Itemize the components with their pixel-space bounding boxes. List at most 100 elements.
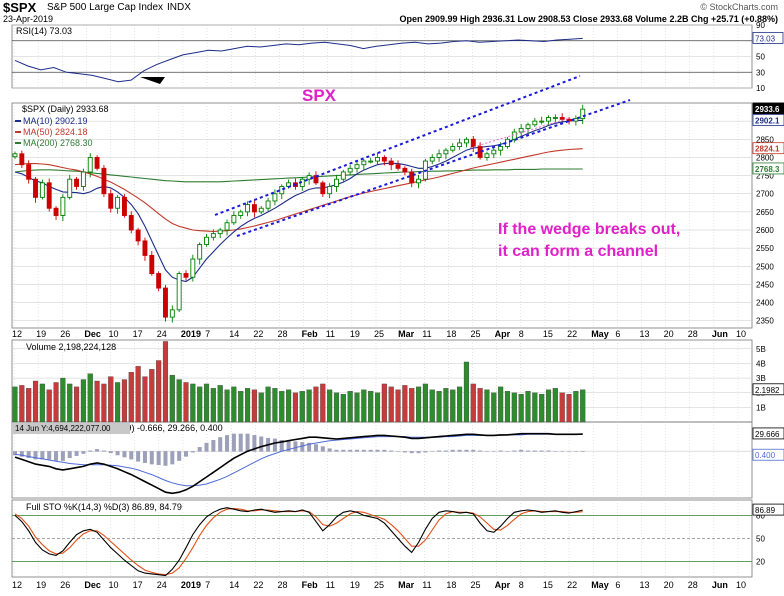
candle-body	[320, 182, 326, 195]
volume-bar	[190, 383, 196, 423]
volume-bar	[313, 386, 319, 423]
volume-y-tick: 5B	[756, 345, 766, 354]
candle-body	[409, 171, 415, 184]
macd-histogram-bar	[355, 449, 359, 452]
price-y-tick: 2400	[756, 299, 774, 308]
volume-title: Volume 2,198,224,128	[26, 342, 116, 352]
macd-histogram-bar	[567, 451, 572, 452]
candle-body	[402, 167, 408, 173]
x-tick-label-price: May	[591, 329, 609, 339]
candle-body	[340, 171, 346, 180]
candle-body	[470, 138, 476, 147]
price-y-tick: 2550	[756, 244, 774, 253]
macd-histogram-bar	[47, 451, 52, 460]
x-tick-label-price: 11	[326, 329, 335, 339]
price-y-tick: 2750	[756, 172, 774, 181]
volume-bar	[491, 392, 497, 423]
candle-body	[142, 240, 148, 256]
volume-bar	[286, 389, 292, 423]
candle-body	[197, 244, 203, 260]
macd-histogram-bar	[560, 451, 565, 452]
volume-y-tick: 3B	[756, 374, 766, 383]
channel-upper-trendline	[214, 75, 581, 216]
macd-histogram-bar	[526, 450, 530, 452]
sto-value-tag-box	[752, 503, 784, 516]
macd-histogram-bar	[81, 451, 86, 454]
price-value-tag-box	[752, 113, 784, 126]
candle-body	[67, 178, 73, 198]
macd-histogram-bar	[580, 450, 585, 452]
volume-bar	[470, 383, 476, 423]
candle-body	[429, 156, 435, 162]
x-tick-label-sto: Mar	[398, 580, 415, 590]
candle-body	[224, 222, 230, 231]
x-tick-label-price: 25	[471, 329, 481, 339]
volume-bar	[443, 388, 449, 423]
volume-bar	[395, 389, 401, 423]
sto-k-line	[14, 507, 583, 577]
x-tick-label-sto: 22	[253, 580, 263, 590]
candle-body	[135, 229, 141, 242]
candle-body	[101, 167, 107, 195]
volume-bar	[416, 386, 422, 423]
volume-bar	[327, 389, 333, 423]
macd-histogram-bar	[149, 451, 154, 465]
x-tick-label-price: 2019	[181, 329, 201, 339]
volume-bar	[333, 392, 340, 423]
candle-body	[217, 229, 223, 235]
volume-bar	[299, 391, 305, 423]
macd-histogram-bar	[478, 450, 483, 452]
volume-bar	[265, 386, 271, 423]
candle-body	[163, 287, 168, 318]
volume-bar	[121, 379, 127, 423]
x-tick-label-sto: 26	[60, 580, 70, 590]
volume-bar	[183, 382, 189, 423]
volume-bar	[19, 385, 25, 423]
candle-body	[183, 273, 189, 278]
macd-histogram-bar	[512, 450, 517, 452]
sto-d-line	[14, 507, 583, 576]
x-tick-label-price: Apr	[495, 329, 511, 339]
macd-histogram-bar	[156, 451, 161, 466]
volume-bar	[518, 394, 524, 423]
macd-histogram-bar	[334, 449, 339, 452]
candle-body	[532, 120, 538, 126]
x-tick-label-price: 12	[12, 329, 22, 339]
candle-body	[327, 186, 333, 195]
volume-bar	[422, 383, 428, 423]
volume-bar	[361, 389, 367, 423]
price-y-tick: 2350	[756, 317, 774, 326]
rsi-oversold-fill	[140, 77, 165, 84]
volume-y-tick: 4B	[756, 359, 766, 368]
macd-histogram-bar	[573, 451, 578, 452]
sto-y-tick: 20	[756, 558, 765, 567]
x-tick-label-sto: 19	[350, 580, 360, 590]
macd-signal-tag-box	[752, 448, 784, 461]
x-tick-label-price: 13	[639, 329, 649, 339]
volume-bar	[450, 389, 456, 423]
candle-body	[443, 149, 449, 155]
candle-body	[566, 118, 572, 122]
candle-body	[46, 182, 52, 209]
macd-histogram-bar	[211, 440, 216, 452]
macd-line	[14, 432, 583, 495]
x-tick-label-price: 18	[446, 329, 456, 339]
volume-bar	[108, 376, 114, 423]
macd-histogram-bar	[498, 450, 503, 452]
volume-bar	[279, 391, 285, 423]
candle-body	[258, 207, 264, 213]
macd-histogram-bar	[231, 433, 236, 452]
x-tick-label-sto: 20	[664, 580, 674, 590]
x-tick-label-sto: 11	[422, 580, 431, 590]
macd-histogram-bar	[293, 441, 298, 452]
macd-histogram-bar	[170, 451, 175, 465]
volume-bar	[320, 383, 326, 423]
macd-histogram-bar	[553, 451, 558, 452]
macd-overlay-box	[13, 423, 130, 434]
volume-bar	[53, 382, 59, 423]
x-tick-label-sto: 12	[12, 580, 22, 590]
macd-histogram-bar	[457, 449, 462, 452]
volume-bar	[149, 369, 155, 423]
volume-bar	[580, 389, 586, 423]
